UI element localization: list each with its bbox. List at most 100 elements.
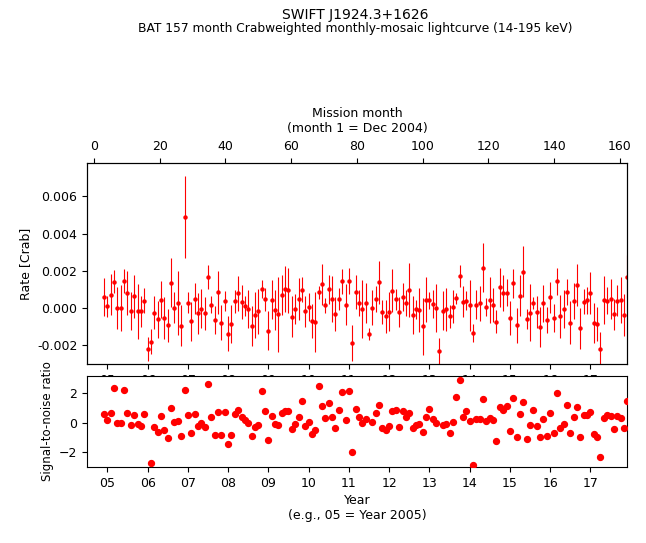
Point: [388, 407, 398, 415]
Point: [501, 401, 512, 410]
Point: [290, 419, 300, 428]
Point: [166, 403, 176, 412]
Point: [263, 435, 273, 444]
Point: [337, 388, 348, 396]
Point: [525, 421, 535, 430]
Point: [431, 418, 441, 427]
Point: [612, 412, 622, 420]
Point: [116, 418, 126, 427]
Point: [213, 407, 224, 416]
Point: [568, 413, 579, 421]
Point: [280, 406, 290, 415]
Point: [324, 399, 334, 408]
Point: [518, 397, 528, 406]
Point: [377, 423, 388, 432]
Point: [156, 412, 166, 420]
Point: [287, 425, 297, 433]
Point: [119, 386, 129, 394]
Point: [535, 433, 545, 441]
Point: [478, 394, 488, 403]
Point: [397, 407, 408, 415]
Point: [344, 387, 354, 396]
Point: [243, 419, 253, 428]
Point: [521, 435, 532, 444]
Point: [391, 406, 401, 414]
Point: [471, 415, 481, 424]
Point: [605, 412, 616, 420]
Point: [200, 423, 210, 432]
Point: [163, 433, 173, 442]
Point: [437, 420, 448, 429]
Point: [149, 422, 160, 431]
Point: [206, 412, 216, 421]
Point: [541, 432, 552, 440]
Point: [122, 408, 132, 417]
Point: [622, 396, 632, 405]
Point: [367, 418, 377, 427]
Point: [552, 389, 562, 398]
Y-axis label: Rate [Crab]: Rate [Crab]: [19, 228, 32, 300]
Point: [508, 394, 519, 402]
Point: [495, 402, 505, 411]
Point: [538, 415, 548, 424]
Point: [347, 447, 357, 456]
Point: [109, 384, 120, 393]
Point: [183, 411, 193, 420]
Point: [273, 421, 284, 430]
Point: [401, 413, 411, 421]
Point: [220, 408, 230, 417]
Point: [394, 422, 404, 431]
Point: [515, 409, 525, 418]
Point: [434, 468, 444, 476]
X-axis label: Year
(e.g., 05 = Year 2005): Year (e.g., 05 = Year 2005): [287, 494, 426, 522]
Point: [172, 416, 183, 425]
Point: [565, 428, 576, 437]
Point: [380, 426, 391, 435]
Point: [384, 421, 394, 430]
Point: [428, 414, 438, 423]
Point: [512, 433, 522, 441]
Point: [575, 433, 585, 442]
Point: [454, 376, 464, 384]
Point: [532, 422, 542, 431]
Point: [152, 427, 163, 436]
Point: [451, 393, 461, 401]
Point: [572, 402, 582, 411]
Point: [267, 412, 277, 421]
Point: [189, 409, 200, 418]
Point: [357, 419, 368, 427]
Point: [408, 424, 418, 432]
Point: [619, 423, 629, 432]
Point: [421, 413, 431, 422]
Point: [360, 415, 371, 424]
Y-axis label: Signal-to-noise ratio: Signal-to-noise ratio: [41, 361, 54, 481]
Point: [424, 405, 435, 414]
Point: [132, 420, 143, 429]
Point: [159, 425, 169, 434]
Point: [270, 420, 280, 428]
Point: [102, 416, 112, 425]
Point: [589, 429, 599, 438]
Point: [602, 411, 612, 419]
Point: [327, 413, 337, 421]
Point: [293, 412, 304, 421]
Point: [582, 410, 592, 419]
Point: [448, 417, 458, 426]
Point: [592, 433, 602, 441]
Point: [105, 409, 116, 418]
Point: [307, 430, 317, 438]
Point: [129, 411, 140, 419]
Point: [609, 425, 619, 433]
Point: [364, 487, 374, 495]
Point: [596, 453, 606, 462]
Point: [579, 411, 589, 419]
Point: [464, 417, 475, 426]
Point: [99, 410, 109, 419]
Point: [320, 413, 331, 422]
Text: BAT 157 month Crabweighted monthly-mosaic lightcurve (14-195 keV): BAT 157 month Crabweighted monthly-mosai…: [138, 22, 572, 35]
Point: [333, 406, 344, 415]
Point: [226, 431, 236, 440]
Point: [223, 440, 233, 449]
Point: [176, 431, 186, 440]
Point: [558, 419, 568, 428]
